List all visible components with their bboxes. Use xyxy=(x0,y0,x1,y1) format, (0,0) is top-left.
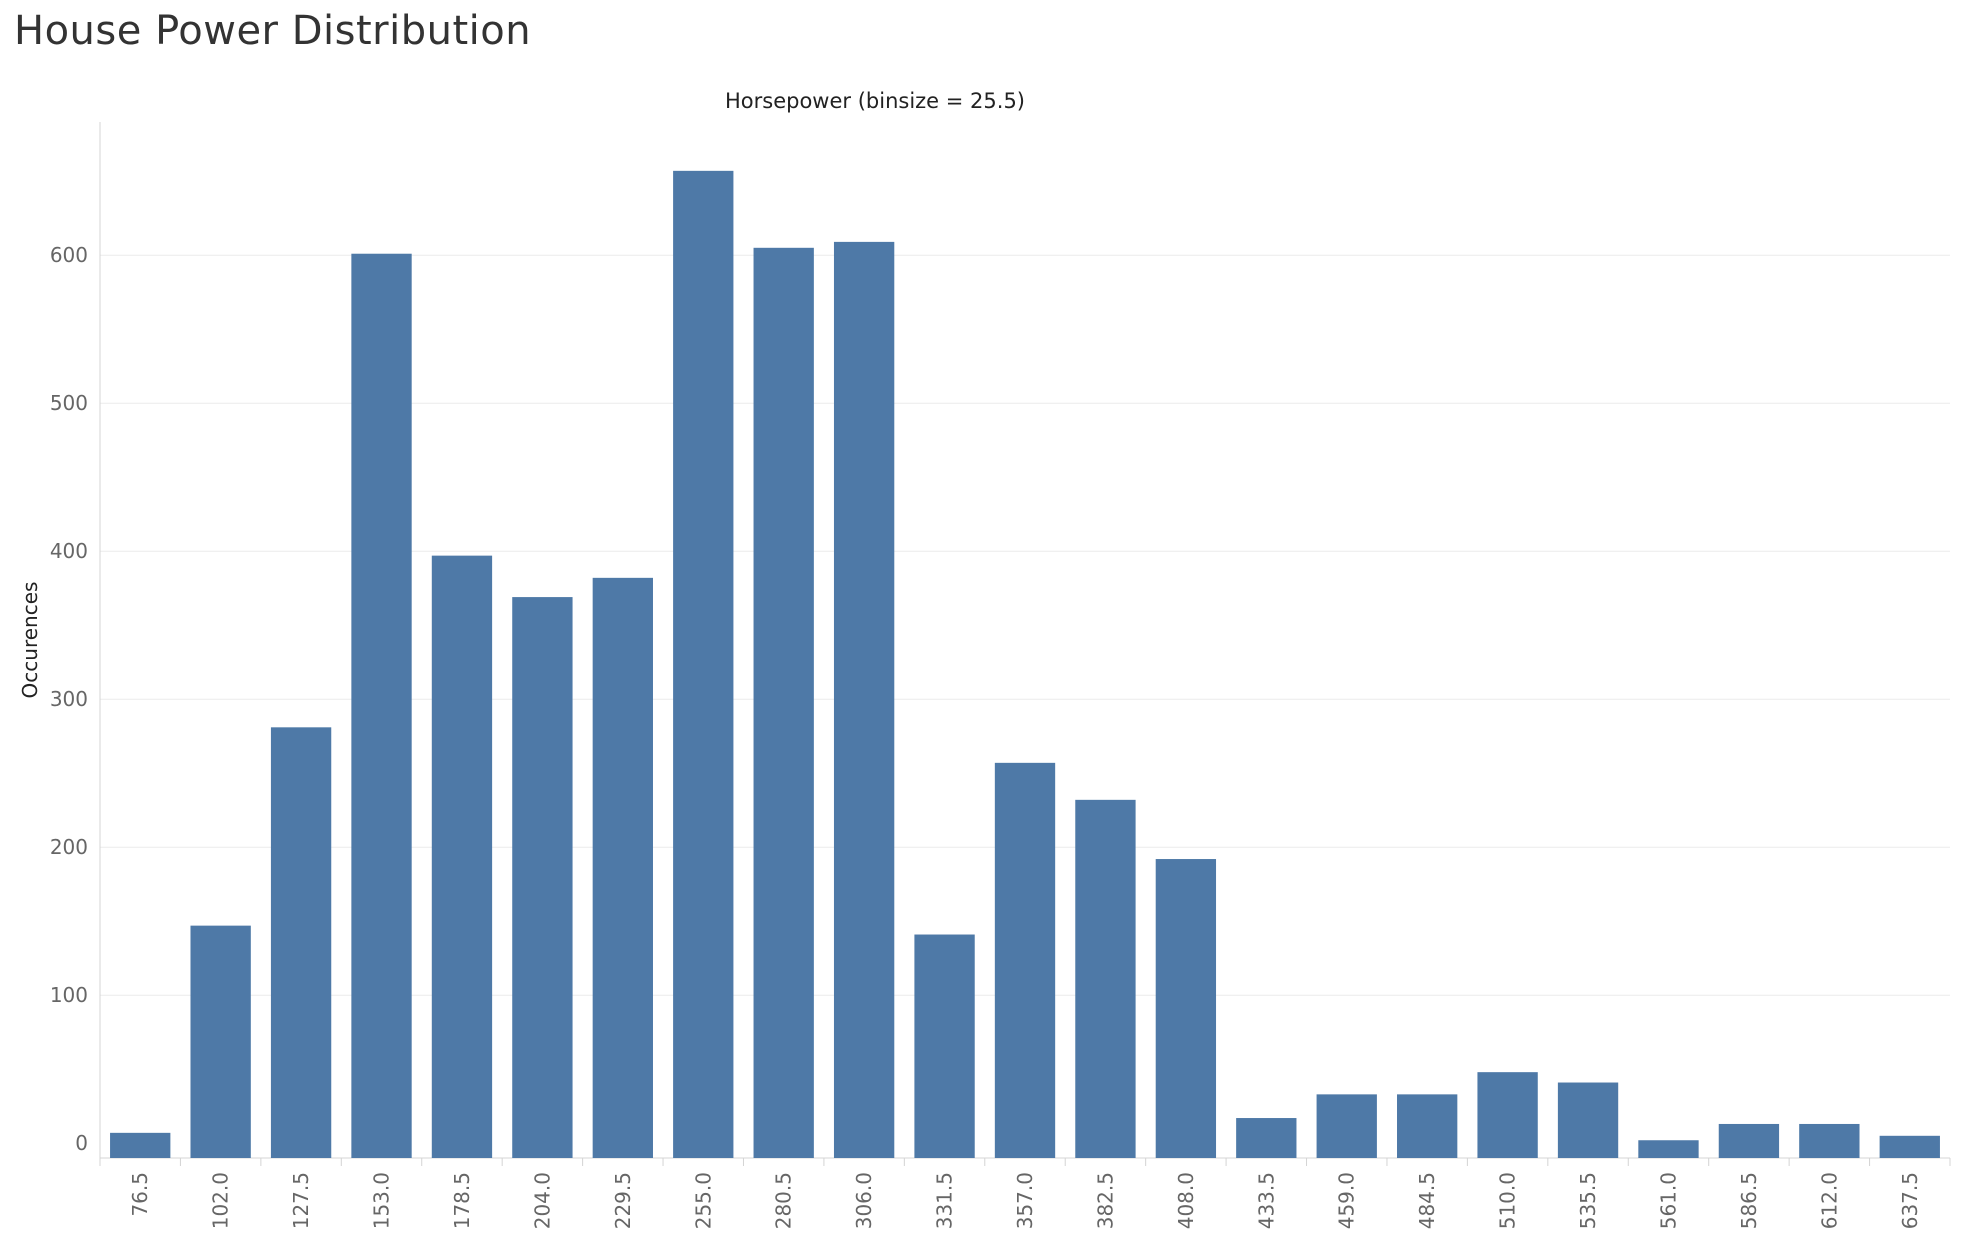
histogram-bar xyxy=(270,727,332,1158)
histogram-bar xyxy=(1075,799,1136,1158)
histogram-bar xyxy=(1477,1072,1538,1158)
histogram-bar xyxy=(914,934,975,1158)
y-tick-label: 200 xyxy=(50,835,88,859)
x-tick-label: 637.5 xyxy=(1898,1172,1922,1229)
histogram-bar xyxy=(994,762,1056,1158)
histogram-bar xyxy=(1236,1118,1297,1158)
x-tick-label: 153.0 xyxy=(370,1172,394,1229)
histogram-bar xyxy=(351,253,412,1159)
x-tick-label: 76.5 xyxy=(128,1172,152,1217)
x-tick-label: 204.0 xyxy=(530,1172,554,1229)
histogram-bar xyxy=(833,241,895,1158)
histogram-bar xyxy=(673,170,734,1159)
chart-title: Horsepower (binsize = 25.5) xyxy=(725,89,1025,113)
x-tick-label: 459.0 xyxy=(1335,1172,1359,1229)
page-title: House Power Distribution xyxy=(14,8,532,54)
histogram-bar xyxy=(190,925,251,1158)
x-tick-label: 535.5 xyxy=(1576,1172,1600,1229)
histogram-bar xyxy=(1879,1135,1940,1158)
histogram-bar xyxy=(1718,1123,1780,1158)
histogram-bar xyxy=(110,1132,171,1158)
histogram-bar xyxy=(1155,859,1217,1158)
x-tick-label: 484.5 xyxy=(1415,1172,1439,1229)
x-tick-label: 612.0 xyxy=(1817,1172,1841,1229)
y-tick-label: 300 xyxy=(50,687,88,711)
x-tick-label: 102.0 xyxy=(209,1172,233,1229)
x-tick-label: 306.0 xyxy=(852,1172,876,1229)
x-tick-label: 586.5 xyxy=(1737,1172,1761,1229)
y-tick-labels: 0 100 200 300 400 500 600 xyxy=(50,243,88,1155)
x-tick-label: 561.0 xyxy=(1656,1172,1680,1229)
histogram-bar xyxy=(512,597,573,1158)
x-tick-label: 255.0 xyxy=(691,1172,715,1229)
x-tick-label: 280.5 xyxy=(772,1172,796,1229)
y-tick-label: 100 xyxy=(50,983,88,1007)
y-tick-label: 500 xyxy=(50,391,88,415)
y-axis-title: Occurences xyxy=(18,582,42,699)
histogram-bar xyxy=(1638,1140,1699,1158)
x-tick-label: 408.0 xyxy=(1174,1172,1198,1229)
histogram-bar xyxy=(1397,1094,1458,1158)
x-tick-label: 433.5 xyxy=(1254,1172,1278,1229)
y-tick-label: 0 xyxy=(75,1131,88,1155)
histogram-bar xyxy=(592,577,653,1158)
histogram-bar xyxy=(1316,1094,1377,1158)
x-tick-labels: 76.5 102.0 127.5 153.0 178.5 204.0 229.5 255.0 2… xyxy=(99,1158,1951,1229)
x-tick-label: 331.5 xyxy=(933,1172,957,1229)
histogram-bar xyxy=(753,247,814,1159)
bars xyxy=(110,170,1940,1159)
y-tick-label: 400 xyxy=(50,539,88,563)
histogram-bar xyxy=(1799,1123,1860,1158)
histogram-bar xyxy=(1557,1082,1619,1158)
histogram-bar xyxy=(431,555,493,1158)
x-tick-label: 510.0 xyxy=(1496,1172,1520,1229)
x-tick-label: 127.5 xyxy=(289,1172,313,1229)
x-tick-label: 357.0 xyxy=(1013,1172,1037,1229)
y-tick-label: 600 xyxy=(50,243,88,267)
x-tick-label: 229.5 xyxy=(611,1172,635,1229)
x-tick-label: 382.5 xyxy=(1093,1172,1117,1229)
x-tick-label: 178.5 xyxy=(450,1172,474,1229)
